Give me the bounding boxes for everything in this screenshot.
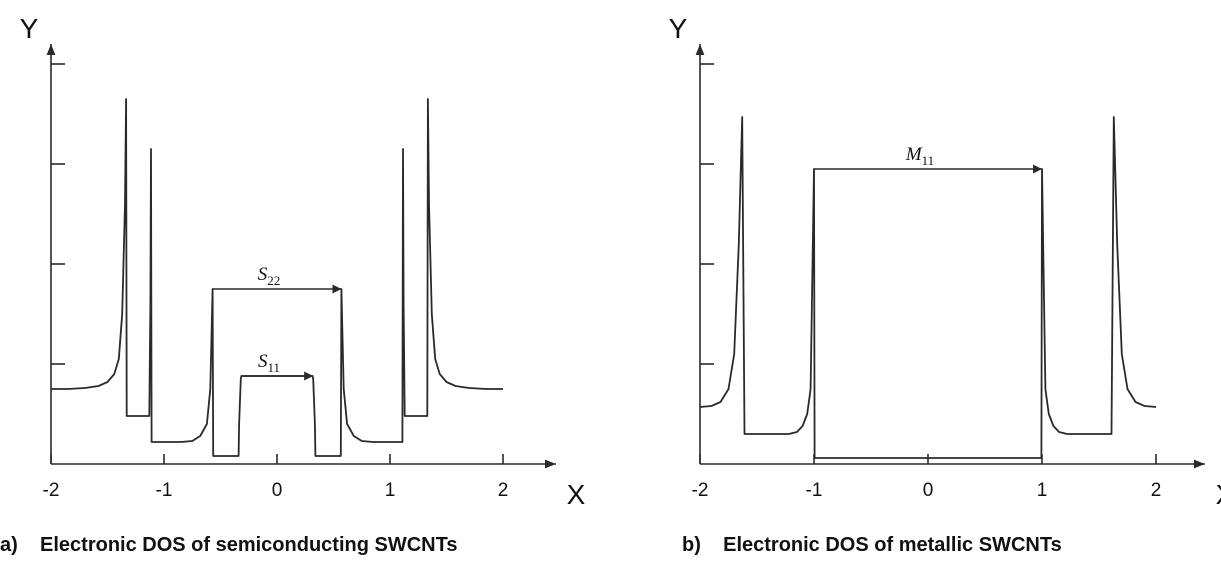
x-axis-label: X bbox=[567, 479, 586, 510]
transition-label: S11 bbox=[258, 351, 280, 375]
x-tick-label: -2 bbox=[692, 480, 709, 501]
figure-caption: a) Electronic DOS of semiconducting SWCN… bbox=[0, 534, 457, 556]
x-tick-label: -2 bbox=[43, 480, 60, 501]
x-tick-label: 2 bbox=[1151, 480, 1162, 501]
x-tick-label: 2 bbox=[498, 480, 509, 501]
y-axis-label: Y bbox=[20, 13, 39, 44]
x-tick-label: -1 bbox=[156, 480, 173, 501]
transition-label-subscript: 11 bbox=[267, 360, 280, 375]
transition-label-symbol: M bbox=[905, 144, 923, 165]
x-tick-label: 1 bbox=[385, 480, 396, 501]
x-axis-label: X bbox=[1216, 479, 1221, 510]
y-axis-label: Y bbox=[669, 13, 688, 44]
transition-label: M11 bbox=[905, 144, 934, 168]
figure-caption: b) Electronic DOS of metallic SWCNTs bbox=[682, 534, 1062, 556]
transition-label-symbol: S bbox=[258, 264, 268, 285]
x-tick-label: 0 bbox=[923, 480, 934, 501]
transition-label-subscript: 11 bbox=[922, 153, 935, 168]
transition-label: S22 bbox=[258, 264, 281, 288]
chart-panel-metallic: -2 -1 0 1 2 X Y M11 b) Electronic DOS of metalli… bbox=[669, 13, 1221, 556]
transition-label-symbol: S bbox=[258, 351, 268, 372]
x-tick-label: 1 bbox=[1037, 480, 1048, 501]
transition-label-subscript: 22 bbox=[267, 273, 280, 288]
x-tick-label: 0 bbox=[272, 480, 283, 501]
dos-curve-line bbox=[699, 116, 1157, 459]
x-tick-label: -1 bbox=[806, 480, 823, 501]
